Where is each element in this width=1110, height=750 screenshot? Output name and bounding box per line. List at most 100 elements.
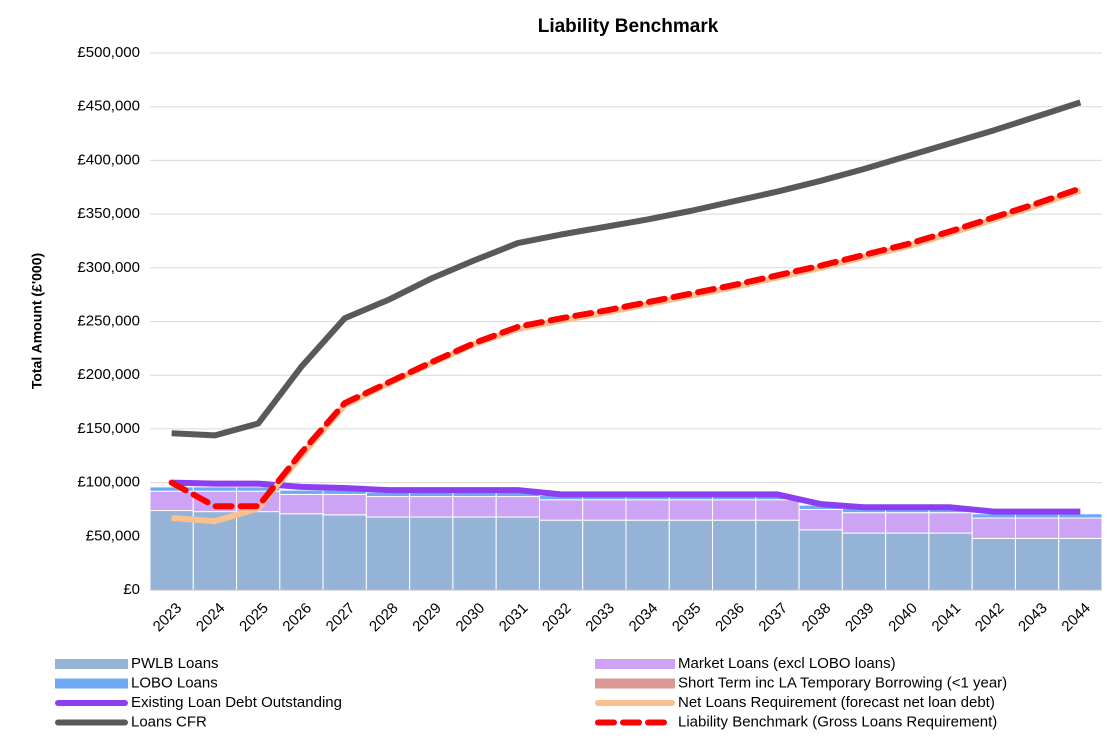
x-tick-label: 2038 [799, 600, 835, 636]
bar-segment [452, 496, 497, 518]
bar-segment [538, 519, 584, 591]
legend-label: Loans CFR [131, 713, 207, 730]
x-tick-label: 2035 [669, 600, 705, 636]
bar-segment [1014, 537, 1060, 591]
bar-segment [409, 516, 454, 591]
bar-segment [1014, 517, 1060, 539]
x-tick-label: 2028 [366, 600, 402, 636]
x-tick-label: 2041 [929, 600, 965, 636]
x-tick-label: 2023 [150, 600, 186, 636]
x-tick-label: 2025 [236, 600, 272, 636]
legend-item: Loans CFR [55, 713, 207, 730]
legend-label: Net Loans Requirement (forecast net loan… [678, 694, 995, 711]
bar-segment [582, 519, 627, 591]
legend-label: Market Loans (excl LOBO loans) [678, 655, 896, 672]
x-tick-label: 2044 [1058, 600, 1094, 636]
y-tick-label: £0 [123, 581, 140, 598]
bar-segment [495, 496, 540, 518]
x-tick-label: 2043 [1015, 600, 1051, 636]
bar-segment [192, 511, 238, 591]
bar-segment [279, 493, 324, 515]
legend-label: LOBO Loans [131, 674, 218, 691]
y-tick-label: £300,000 [77, 259, 140, 276]
y-tick-label: £500,000 [77, 44, 140, 61]
bar-segment [279, 489, 324, 495]
bar-segment [798, 529, 843, 591]
x-tick-label: 2026 [279, 600, 315, 636]
bar-segment [668, 499, 714, 521]
y-tick-label: £400,000 [77, 151, 140, 168]
y-tick-label: £50,000 [86, 527, 140, 544]
bar-segment [409, 496, 454, 518]
x-tick-label: 2037 [755, 600, 791, 636]
bar-segment [798, 508, 843, 531]
bar-segment [885, 532, 930, 591]
bar-segment [885, 512, 930, 534]
legend-swatch [595, 659, 675, 669]
legend-item: Liability Benchmark (Gross Loans Require… [595, 713, 997, 730]
x-tick-label: 2033 [582, 600, 618, 636]
bar-segment [625, 499, 670, 521]
y-tick-label: £250,000 [77, 312, 140, 329]
legend-item: Existing Loan Debt Outstanding [55, 694, 342, 711]
bar-segment [582, 499, 627, 521]
bar-segment [1058, 537, 1103, 591]
bar-segment [192, 486, 238, 492]
x-tick-label: 2029 [409, 600, 445, 636]
legend-label: Existing Loan Debt Outstanding [131, 694, 342, 711]
bar-segment [322, 493, 367, 516]
bar-segment [495, 516, 540, 591]
bar-segment [365, 496, 411, 518]
bar-segment [279, 513, 324, 591]
legend-item: PWLB Loans [55, 655, 219, 672]
legend-item: Net Loans Requirement (forecast net loan… [595, 694, 995, 711]
bar-segment [149, 510, 194, 591]
bar-segment [236, 486, 281, 492]
x-tick-label: 2030 [453, 600, 489, 636]
x-tick-label: 2024 [193, 600, 229, 636]
y-tick-label: £350,000 [77, 205, 140, 222]
bar-segment [928, 512, 973, 534]
bar-segment [452, 516, 497, 591]
bar-segment [322, 514, 367, 591]
bar-segment [928, 532, 973, 591]
bar-segment [538, 499, 584, 521]
x-tick-label: 2031 [496, 600, 532, 636]
y-tick-label: £200,000 [77, 366, 140, 383]
bar-segment [971, 517, 1016, 539]
bar-segment [236, 511, 281, 591]
bar-segment [365, 516, 411, 591]
y-tick-label: £450,000 [77, 98, 140, 115]
y-axis-title: Total Amount (£'000) [29, 253, 45, 389]
legend-item: Market Loans (excl LOBO loans) [595, 655, 896, 672]
bar-segment [841, 532, 887, 591]
x-tick-label: 2036 [712, 600, 748, 636]
bar-segment [712, 519, 757, 591]
bar-segment [971, 537, 1016, 591]
bar-segment [668, 519, 714, 591]
y-tick-label: £100,000 [77, 474, 140, 491]
legend-item: LOBO Loans [55, 674, 218, 691]
legend-item: Short Term inc LA Temporary Borrowing (<… [595, 674, 1007, 691]
legend-label: Liability Benchmark (Gross Loans Require… [678, 713, 997, 730]
line-series [171, 99, 1082, 439]
x-tick-label: 2027 [323, 600, 359, 636]
bar-segment [755, 519, 800, 591]
bar-segment [841, 512, 887, 534]
chart-title: Liability Benchmark [538, 16, 719, 37]
bar-segment [625, 519, 670, 591]
line-series [171, 479, 1081, 515]
bar-segment [755, 499, 800, 521]
legend-label: PWLB Loans [131, 655, 219, 672]
bar-segment [712, 499, 757, 521]
legend-swatch [55, 678, 128, 689]
legend-swatch [595, 678, 675, 689]
legend-swatch [55, 659, 128, 669]
x-tick-label: 2034 [626, 600, 662, 636]
line-series [168, 185, 1084, 510]
x-tick-label: 2040 [885, 600, 921, 636]
x-tick-label: 2039 [842, 600, 878, 636]
x-tick-label: 2042 [972, 600, 1008, 636]
bar-segment [149, 490, 194, 512]
